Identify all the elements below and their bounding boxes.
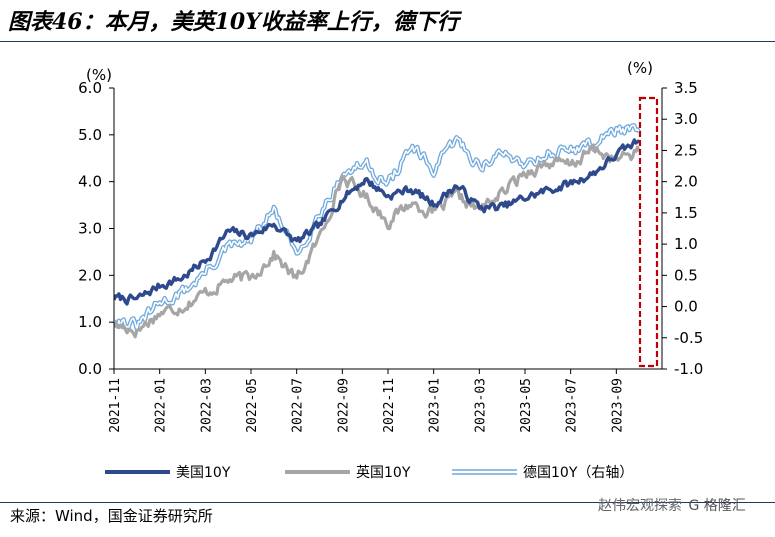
x-tick-label: 2022-01 — [154, 378, 169, 433]
left-axis-ticks: 0.0 1.0 2.0 3.0 4.0 5.0 6.0 — [78, 79, 114, 378]
right-tick-label: 2.0 — [674, 173, 698, 191]
figure-title: 图表46：本月，美英10Y收益率上行，德下行 — [8, 9, 459, 35]
us-10y-line — [114, 138, 641, 306]
right-axis-unit: (%) — [627, 59, 653, 77]
x-tick-label: 2022-05 — [245, 378, 260, 433]
right-tick-label: 3.5 — [674, 79, 698, 97]
legend-label-uk: 英国10Y — [356, 464, 411, 481]
x-tick-label: 2021-11 — [108, 378, 123, 433]
watermark-text: 赵伟宏观探索 — [598, 498, 682, 514]
left-tick-label: 0.0 — [78, 360, 102, 378]
right-axis-ticks: -1.0 -0.5 0.0 0.5 1.0 1.5 2.0 2.5 3.0 3.5 — [662, 79, 703, 378]
series-us-10y — [114, 138, 641, 306]
highlight-box — [638, 96, 659, 368]
x-tick-label: 2022-03 — [199, 378, 214, 433]
plot-area — [114, 123, 641, 339]
series-de-10y — [114, 123, 641, 332]
legend-item-de: 德国10Y（右轴） — [452, 465, 633, 481]
right-tick-label: 1.0 — [674, 235, 698, 253]
source-note: 来源：Wind，国金证券研究所 — [10, 507, 213, 525]
legend-item-uk: 英国10Y — [285, 464, 411, 481]
legend: 美国10Y 英国10Y 德国10Y（右轴） — [105, 464, 633, 481]
left-tick-label: 1.0 — [78, 313, 102, 331]
left-tick-label: 3.0 — [78, 220, 102, 238]
left-axis-unit: (%) — [86, 66, 112, 84]
right-tick-label: -0.5 — [674, 329, 703, 347]
left-tick-label: 4.0 — [78, 173, 102, 191]
left-tick-label: 2.0 — [78, 266, 102, 284]
legend-label-us: 美国10Y — [176, 465, 231, 481]
right-tick-label: 3.0 — [674, 110, 698, 128]
x-tick-label: 2022-07 — [291, 378, 306, 433]
x-tick-label: 2023-01 — [428, 378, 443, 433]
right-tick-label: 2.5 — [674, 141, 698, 159]
source-rule — [0, 502, 775, 503]
x-tick-label: 2023-03 — [473, 378, 488, 433]
x-axis-ticks: 2021-11 2022-01 2022-03 2022-05 2022-07 2022-… — [108, 369, 625, 433]
x-tick-label: 2022-09 — [336, 378, 351, 433]
title-rule — [0, 41, 775, 42]
watermark: 赵伟宏观探索 G 格隆汇 — [598, 495, 746, 515]
left-tick-label: 5.0 — [78, 126, 102, 144]
legend-label-de: 德国10Y（右轴） — [523, 465, 633, 481]
de-10y-line-outer — [114, 123, 641, 332]
watermark-brand: G 格隆汇 — [688, 498, 746, 514]
left-tick-label: 6.0 — [78, 79, 102, 97]
right-tick-label: 0.5 — [674, 266, 698, 284]
series-uk-10y — [114, 143, 641, 339]
x-tick-label: 2023-09 — [610, 378, 625, 433]
x-tick-label: 2023-07 — [565, 378, 580, 433]
line-chart: (%) (%) 0.0 1.0 2.0 3.0 4.0 5.0 6.0 -1.0 -0.5 0.… — [78, 59, 703, 481]
x-tick-label: 2022-11 — [382, 378, 397, 433]
right-tick-label: -1.0 — [674, 360, 703, 378]
right-tick-label: 1.5 — [674, 204, 698, 222]
right-tick-label: 0.0 — [674, 298, 698, 316]
uk-10y-line — [114, 143, 641, 339]
legend-item-us: 美国10Y — [105, 465, 231, 481]
de-10y-line-inner — [114, 124, 640, 330]
x-tick-label: 2023-05 — [519, 378, 534, 433]
